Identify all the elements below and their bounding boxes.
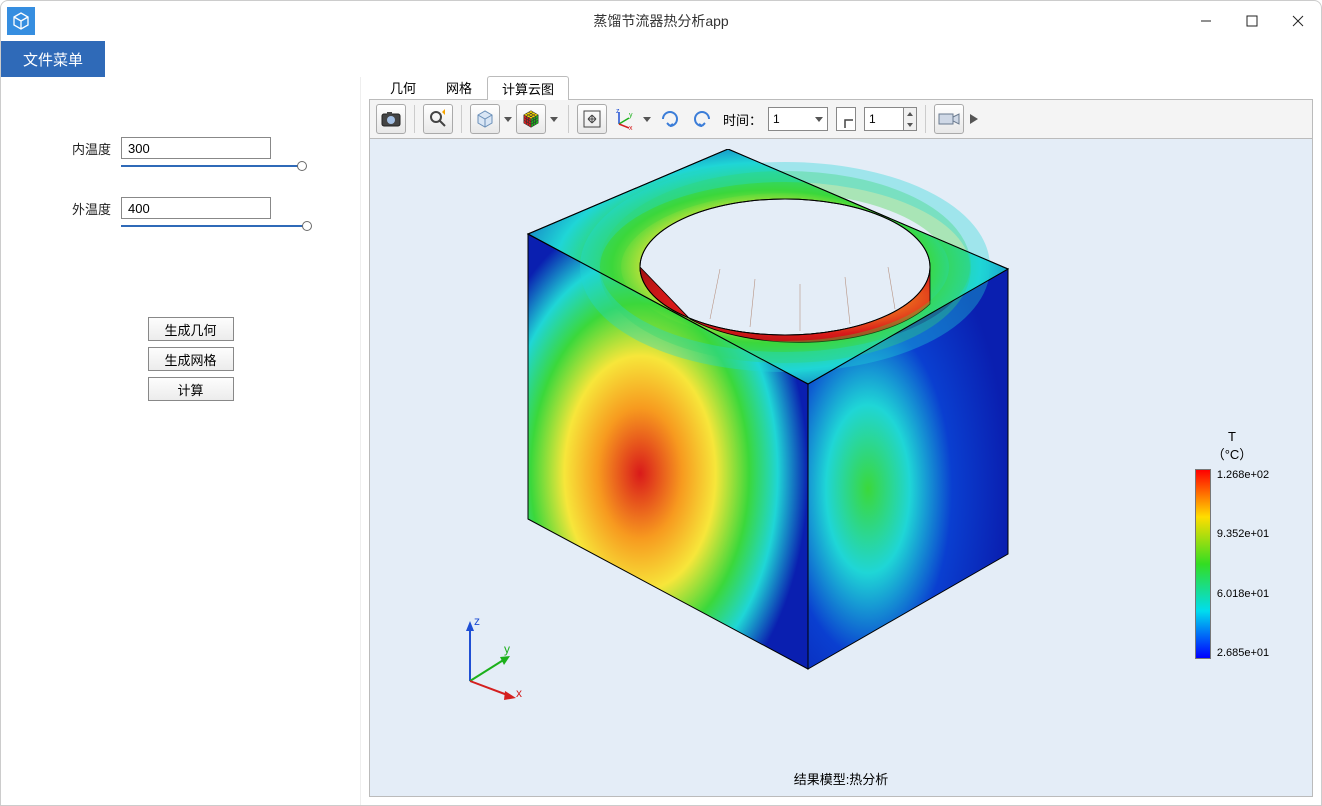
frame-spinner[interactable]: 1: [864, 107, 917, 131]
rotate-ccw-button[interactable]: [687, 104, 717, 134]
svg-text:x: x: [516, 686, 522, 700]
time-select[interactable]: 1: [768, 107, 828, 131]
generate-mesh-button[interactable]: 生成网格: [148, 347, 234, 371]
window-title: 蒸馏节流器热分析app: [593, 11, 728, 31]
color-legend: T （°C） 1.268e+02 9.352e+01 6.018e+01 2.6…: [1172, 429, 1292, 659]
result-tabs: 几何 网格 计算云图: [369, 77, 1313, 99]
results-panel: 几何 网格 计算云图: [361, 77, 1321, 805]
viewport-3d[interactable]: z y x T （°C）: [369, 139, 1313, 797]
inner-temp-input[interactable]: [121, 137, 271, 159]
rubik-button[interactable]: [516, 104, 546, 134]
titlebar: 蒸馏节流器热分析app: [1, 1, 1321, 41]
legend-tick: 6.018e+01: [1217, 588, 1269, 600]
transparency-dropdown[interactable]: [502, 104, 514, 134]
legend-colorbar: [1195, 469, 1211, 659]
thermal-block-render: [510, 149, 1030, 689]
menubar: 文件菜单: [1, 41, 1321, 77]
rubik-dropdown[interactable]: [548, 104, 560, 134]
minimize-button[interactable]: [1183, 1, 1229, 41]
legend-tick: 2.685e+01: [1217, 647, 1269, 659]
inner-temp-label: 内温度: [61, 139, 111, 158]
svg-text:z: z: [616, 108, 620, 115]
legend-unit: （°C）: [1212, 444, 1253, 463]
compute-button[interactable]: 计算: [148, 377, 234, 401]
snapshot-button[interactable]: [376, 104, 406, 134]
svg-text:x: x: [629, 125, 633, 130]
fit-view-button[interactable]: [577, 104, 607, 134]
axis-triad: z y x: [450, 611, 540, 706]
svg-text:y: y: [629, 112, 633, 119]
app-icon: [7, 7, 35, 35]
parameters-panel: 内温度 外温度 生成几何 生成网格: [1, 77, 361, 805]
time-label: 时间：: [723, 110, 762, 129]
svg-text:z: z: [474, 614, 480, 628]
viewport-caption: 结果模型:热分析: [794, 769, 889, 788]
maximize-button[interactable]: [1229, 1, 1275, 41]
outer-temp-slider[interactable]: [121, 219, 306, 233]
outer-temp-input[interactable]: [121, 197, 271, 219]
outer-temp-label: 外温度: [61, 199, 111, 218]
tab-geometry[interactable]: 几何: [375, 75, 431, 99]
legend-tick: 9.352e+01: [1217, 528, 1269, 540]
legend-title: T: [1212, 429, 1253, 444]
file-menu[interactable]: 文件菜单: [1, 41, 105, 77]
svg-text:y: y: [504, 642, 510, 656]
viewport-toolbar: z y x 时间： 1 1: [369, 99, 1313, 139]
rotate-cw-button[interactable]: [655, 104, 685, 134]
axis-orientation-button[interactable]: z y x: [609, 104, 639, 134]
close-button[interactable]: [1275, 1, 1321, 41]
tab-mesh[interactable]: 网格: [431, 75, 487, 99]
camera-button[interactable]: [934, 104, 964, 134]
transparency-button[interactable]: [470, 104, 500, 134]
tab-result[interactable]: 计算云图: [487, 76, 569, 100]
inner-temp-slider[interactable]: [121, 159, 306, 173]
generate-geometry-button[interactable]: 生成几何: [148, 317, 234, 341]
legend-tick: 1.268e+02: [1217, 469, 1269, 481]
zoom-reset-button[interactable]: [423, 104, 453, 134]
step-end-button[interactable]: [836, 107, 856, 131]
axis-orientation-dropdown[interactable]: [641, 104, 653, 134]
camera-next-button[interactable]: [966, 104, 982, 134]
